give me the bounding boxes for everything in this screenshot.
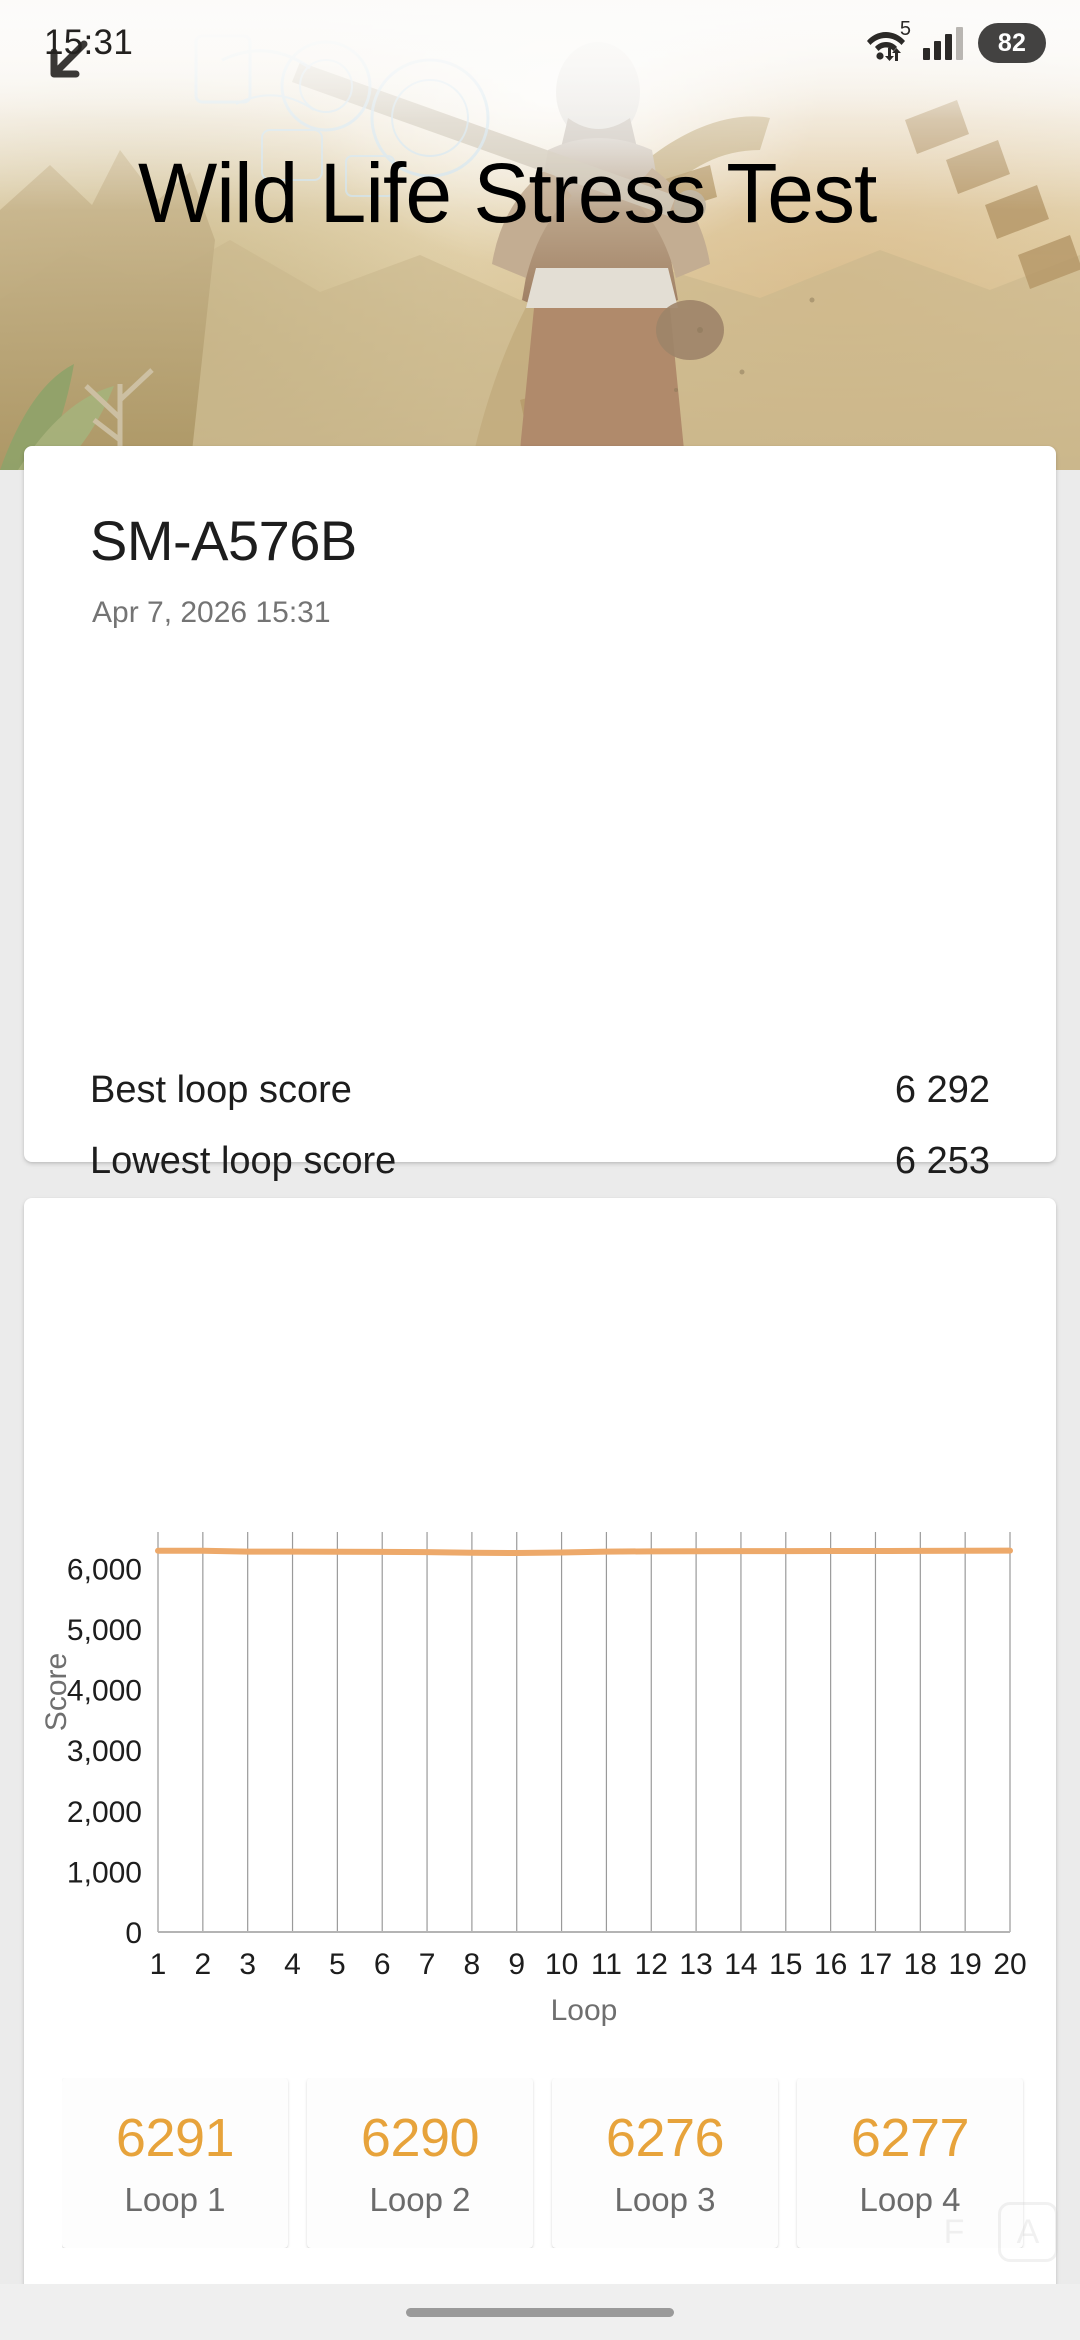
loop-score-label: Loop 2 (369, 2181, 471, 2218)
stat-label: Lowest loop score (90, 1139, 397, 1182)
loop-score-card[interactable]: 6277 Loop 4 (797, 2078, 1023, 2248)
svg-text:6,000: 6,000 (67, 1553, 142, 1586)
svg-text:1,000: 1,000 (67, 1856, 142, 1889)
device-model-name: SM-A576B (90, 509, 357, 572)
svg-text:Score: Score (40, 1653, 73, 1731)
result-summary-card: SM-A576B Apr 7, 2026 15:31 Best loop sco… (24, 446, 1056, 1527)
svg-text:6: 6 (374, 1948, 391, 1981)
stat-row-best-loop-score: Best loop score 6 292 (90, 1060, 990, 1120)
loop-score-value: 6291 (115, 2108, 235, 2168)
svg-text:4,000: 4,000 (67, 1675, 142, 1708)
page-title: Wild Life Stress Test (138, 146, 877, 240)
loop-score-card[interactable]: 6290 Loop 2 (307, 2078, 533, 2248)
stat-row-lowest-loop-score: Lowest loop score 6 253 (90, 1131, 990, 1191)
loop-score-label: Loop 4 (859, 2181, 961, 2218)
loop-score-value: 6290 (360, 2108, 480, 2168)
cellular-signal-icon (923, 26, 963, 60)
svg-text:2: 2 (194, 1948, 211, 1981)
svg-text:5,000: 5,000 (67, 1614, 142, 1647)
svg-text:19: 19 (948, 1948, 981, 1981)
watermark-right-glyph: A (998, 2202, 1058, 2262)
overlay-watermark: F A (924, 2202, 1058, 2262)
battery-indicator: 82 (978, 23, 1046, 63)
loop-score-card[interactable]: 6276 Loop 3 (552, 2078, 778, 2248)
hero-banner (0, 0, 1080, 470)
wifi-icon: 5 (864, 18, 911, 62)
stat-value: 6 253 (894, 1139, 990, 1182)
svg-text:0: 0 (125, 1917, 142, 1950)
loop-score-list[interactable]: 6291 Loop 1 6290 Loop 2 6276 Loop 3 6277… (62, 2078, 1072, 2248)
svg-text:12: 12 (635, 1948, 668, 1981)
svg-text:8: 8 (464, 1948, 481, 1981)
stat-label: Best loop score (90, 1068, 352, 1111)
hero-top-fade (0, 0, 1080, 120)
status-bar: 15:31 5 82 (0, 0, 1080, 86)
svg-text:1: 1 (150, 1948, 167, 1981)
svg-text:10: 10 (545, 1948, 578, 1981)
svg-text:9: 9 (508, 1948, 525, 1981)
wifi-generation-label: 5 (899, 18, 911, 40)
svg-text:7: 7 (419, 1948, 436, 1981)
stress-test-chart: 0 1,000 2,000 3,000 4,000 5,000 6,000 Score 1 2 3 4… (40, 1500, 1040, 2040)
back-arrow-icon[interactable] (38, 30, 100, 92)
watermark-left-glyph: F (943, 2212, 965, 2251)
loop-score-value: 6276 (605, 2108, 725, 2168)
svg-text:3,000: 3,000 (67, 1735, 142, 1768)
loop-score-card[interactable]: 6291 Loop 1 (62, 2078, 288, 2248)
loop-score-value: 6277 (850, 2108, 970, 2168)
svg-text:16: 16 (814, 1948, 847, 1981)
svg-text:3: 3 (239, 1948, 256, 1981)
status-bar-indicators: 5 82 (864, 18, 1046, 63)
svg-text:Loop: Loop (551, 1994, 618, 2027)
svg-text:20: 20 (993, 1948, 1026, 1981)
svg-text:2,000: 2,000 (67, 1796, 142, 1829)
result-timestamp: Apr 7, 2026 15:31 (92, 596, 331, 629)
svg-text:18: 18 (904, 1948, 937, 1981)
status-bar-clock: 15:31 (44, 23, 134, 62)
svg-text:15: 15 (769, 1948, 802, 1981)
svg-text:17: 17 (859, 1948, 892, 1981)
system-navigation-bar (0, 2284, 1080, 2340)
home-gesture-pill[interactable] (406, 2307, 674, 2317)
svg-text:11: 11 (591, 1948, 622, 1981)
svg-text:14: 14 (724, 1948, 757, 1981)
loop-score-label: Loop 1 (124, 2181, 226, 2218)
data-up-down-icon (885, 48, 901, 61)
loop-score-label: Loop 3 (614, 2181, 716, 2218)
stat-value: 6 292 (894, 1068, 990, 1111)
svg-text:13: 13 (679, 1948, 712, 1981)
svg-text:4: 4 (284, 1948, 301, 1981)
svg-text:5: 5 (329, 1948, 346, 1981)
